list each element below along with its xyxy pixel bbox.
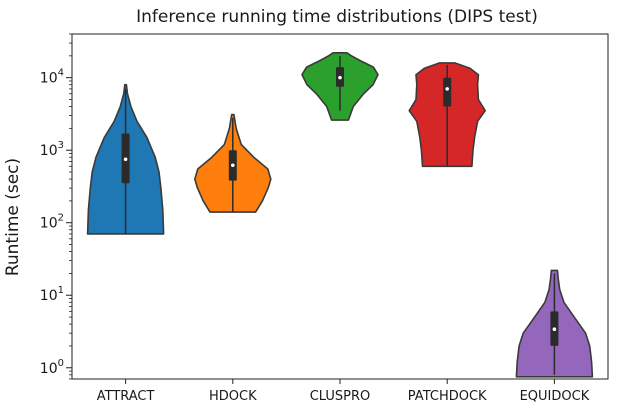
y-tick-label: 101 — [40, 285, 64, 304]
violin-iqr-box — [443, 77, 452, 107]
violin-median-dot — [338, 75, 342, 80]
chart-title: Inference running time distributions (DI… — [136, 7, 538, 27]
x-tick-label-attract: ATTRACT — [97, 389, 155, 404]
x-tick-label-equidock: EQUIDOCK — [520, 389, 590, 404]
violin-median-dot — [445, 87, 450, 91]
y-tick-label: 103 — [40, 140, 64, 159]
violin-median-dot — [123, 157, 128, 162]
violin-median-dot — [552, 327, 557, 332]
x-axis: ATTRACT HDOCK CLUSPRO PATCHDOCK EQUIDOCK — [97, 379, 590, 404]
y-tick-label: 104 — [40, 68, 64, 87]
x-tick-label-hdock: HDOCK — [209, 389, 257, 404]
x-tick-label-cluspro: CLUSPRO — [310, 389, 371, 404]
y-tick-label: 102 — [40, 213, 64, 232]
y-tick-label: 100 — [40, 358, 64, 377]
violins-group — [86, 52, 594, 378]
y-axis-label: Runtime (sec) — [3, 158, 23, 276]
violin-median-dot — [231, 163, 235, 168]
y-axis: 100 101 102 103 104 — [40, 33, 72, 380]
x-tick-label-patchdock: PATCHDOCK — [408, 389, 487, 404]
